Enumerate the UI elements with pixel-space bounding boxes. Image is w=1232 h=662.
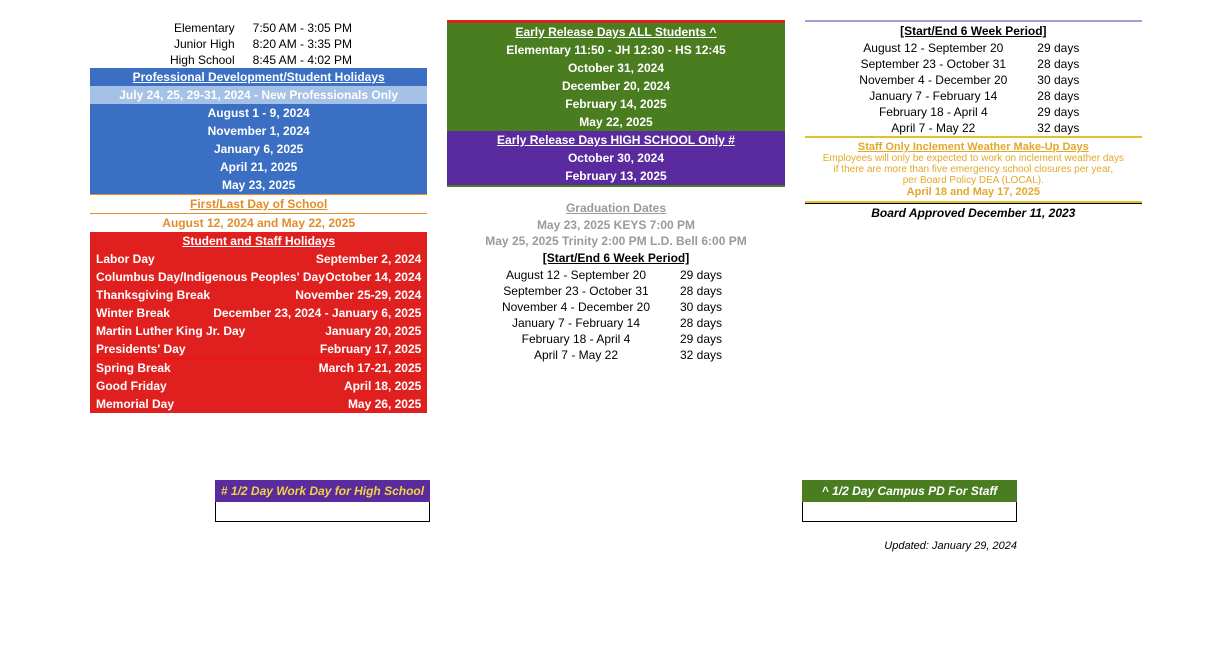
period-range: April 7 - May 22 [843, 121, 1023, 135]
legend-pd-text: ^ 1/2 Day Campus PD For Staff [802, 480, 1017, 502]
early-all-date: October 31, 2024 [447, 59, 784, 77]
grad-line: May 25, 2025 Trinity 2:00 PM L.D. Bell 6… [447, 233, 784, 249]
level: Elementary [145, 21, 235, 35]
holiday-name: Memorial Day [96, 397, 174, 411]
periods-title: [Start/End 6 Week Period] [447, 249, 784, 267]
pd-date: November 1, 2024 [90, 122, 427, 140]
makeup-note: per Board Policy DEA (LOCAL). [811, 175, 1136, 186]
level: High School [145, 53, 235, 67]
makeup-title: Staff Only Inclement Weather Make-Up Day… [811, 141, 1136, 153]
holiday-date: October 14, 2024 [325, 270, 421, 284]
period-range: April 7 - May 22 [486, 348, 666, 362]
period-days: 28 days [1023, 89, 1093, 103]
time: 8:45 AM - 4:02 PM [253, 53, 373, 67]
period-days: 29 days [666, 268, 736, 282]
makeup-dates: April 18 and May 17, 2025 [811, 186, 1136, 198]
early-hs-title: Early Release Days HIGH SCHOOL Only # [447, 131, 784, 149]
period-days: 29 days [1023, 41, 1093, 55]
period-range: September 23 - October 31 [486, 284, 666, 298]
holiday-date: February 17, 2025 [320, 342, 421, 356]
period-range: November 4 - December 20 [486, 300, 666, 314]
holiday-name: Columbus Day/Indigenous Peoples' Day [96, 270, 325, 284]
holiday-name: Presidents' Day [96, 342, 186, 356]
holiday-name: Thanksgiving Break [96, 288, 210, 302]
period-range: August 12 - September 20 [486, 268, 666, 282]
bell-schedule: Elementary 7:50 AM - 3:05 PM Junior High 8… [109, 20, 409, 68]
holiday-date: March 17-21, 2025 [319, 361, 422, 375]
holiday-date: May 26, 2025 [348, 397, 421, 411]
legend-row: # 1/2 Day Work Day for High School ^ 1/2… [0, 480, 1232, 522]
time: 7:50 AM - 3:05 PM [253, 21, 373, 35]
early-all-date: December 20, 2024 [447, 77, 784, 95]
pd-date: May 23, 2025 [90, 176, 427, 194]
middle-column: Early Release Days ALL Students ^ Elemen… [447, 20, 784, 363]
period-range: August 12 - September 20 [843, 41, 1023, 55]
period-days: 30 days [666, 300, 736, 314]
holiday-name: Winter Break [96, 306, 170, 320]
makeup-note: Employees will only be expected to work … [811, 153, 1136, 164]
period-days: 32 days [666, 348, 736, 362]
pd-date: August 1 - 9, 2024 [90, 104, 427, 122]
period-days: 29 days [1023, 105, 1093, 119]
grad-title: Graduation Dates [447, 199, 784, 217]
pd-date: January 6, 2025 [90, 140, 427, 158]
period-range: November 4 - December 20 [843, 73, 1023, 87]
holiday-date: September 2, 2024 [316, 252, 421, 266]
right-column: [Start/End 6 Week Period] August 12 - Se… [805, 20, 1142, 222]
holiday-date: December 23, 2024 - January 6, 2025 [213, 306, 421, 320]
makeup-box: Staff Only Inclement Weather Make-Up Day… [805, 136, 1142, 203]
pd-date: April 21, 2025 [90, 158, 427, 176]
period-days: 30 days [1023, 73, 1093, 87]
legend-hs: # 1/2 Day Work Day for High School [215, 480, 430, 522]
holidays-group1: Labor Day September 2, 2024 Columbus Day/… [90, 250, 427, 359]
updated-note: Updated: January 29, 2024 [884, 540, 1017, 552]
early-all-title: Early Release Days ALL Students ^ [447, 23, 784, 41]
period-range: February 18 - April 4 [843, 105, 1023, 119]
legend-pd: ^ 1/2 Day Campus PD For Staff [802, 480, 1017, 522]
holidays-group2: Spring Break March 17-21, 2025 Good Frida… [90, 359, 427, 413]
board-approved: Board Approved December 11, 2023 [805, 203, 1142, 222]
holiday-date: January 20, 2025 [325, 324, 421, 338]
level: Junior High [145, 37, 235, 51]
early-all-date: May 22, 2025 [447, 113, 784, 131]
pd-new-professionals: July 24, 25, 29-31, 2024 - New Professio… [90, 86, 427, 104]
period-days: 28 days [666, 316, 736, 330]
makeup-note: if there are more than five emergency sc… [811, 164, 1136, 175]
early-hs-date: February 13, 2025 [447, 167, 784, 187]
holiday-name: Good Friday [96, 379, 167, 393]
periods-title-r: [Start/End 6 Week Period] [805, 22, 1142, 40]
early-hs-date: October 30, 2024 [447, 149, 784, 167]
early-all-times: Elementary 11:50 - JH 12:30 - HS 12:45 [447, 41, 784, 59]
holidays-title: Student and Staff Holidays [90, 232, 427, 250]
period-days: 29 days [666, 332, 736, 346]
period-range: September 23 - October 31 [843, 57, 1023, 71]
holiday-name: Labor Day [96, 252, 155, 266]
time: 8:20 AM - 3:35 PM [253, 37, 373, 51]
left-column: Elementary 7:50 AM - 3:05 PM Junior High 8… [90, 20, 427, 413]
period-range: January 7 - February 14 [486, 316, 666, 330]
holiday-name: Spring Break [96, 361, 171, 375]
pd-title: Professional Development/Student Holiday… [90, 68, 427, 86]
holiday-date: April 18, 2025 [344, 379, 421, 393]
holiday-name: Martin Luther King Jr. Day [96, 324, 245, 338]
first-last-dates: August 12, 2024 and May 22, 2025 [90, 214, 427, 232]
early-all-date: February 14, 2025 [447, 95, 784, 113]
holiday-date: November 25-29, 2024 [295, 288, 421, 302]
period-days: 28 days [1023, 57, 1093, 71]
first-last-title: First/Last Day of School [90, 194, 427, 214]
period-range: February 18 - April 4 [486, 332, 666, 346]
grad-line: May 23, 2025 KEYS 7:00 PM [447, 217, 784, 233]
period-days: 32 days [1023, 121, 1093, 135]
period-range: January 7 - February 14 [843, 89, 1023, 103]
legend-hs-text: # 1/2 Day Work Day for High School [215, 480, 430, 502]
period-days: 28 days [666, 284, 736, 298]
